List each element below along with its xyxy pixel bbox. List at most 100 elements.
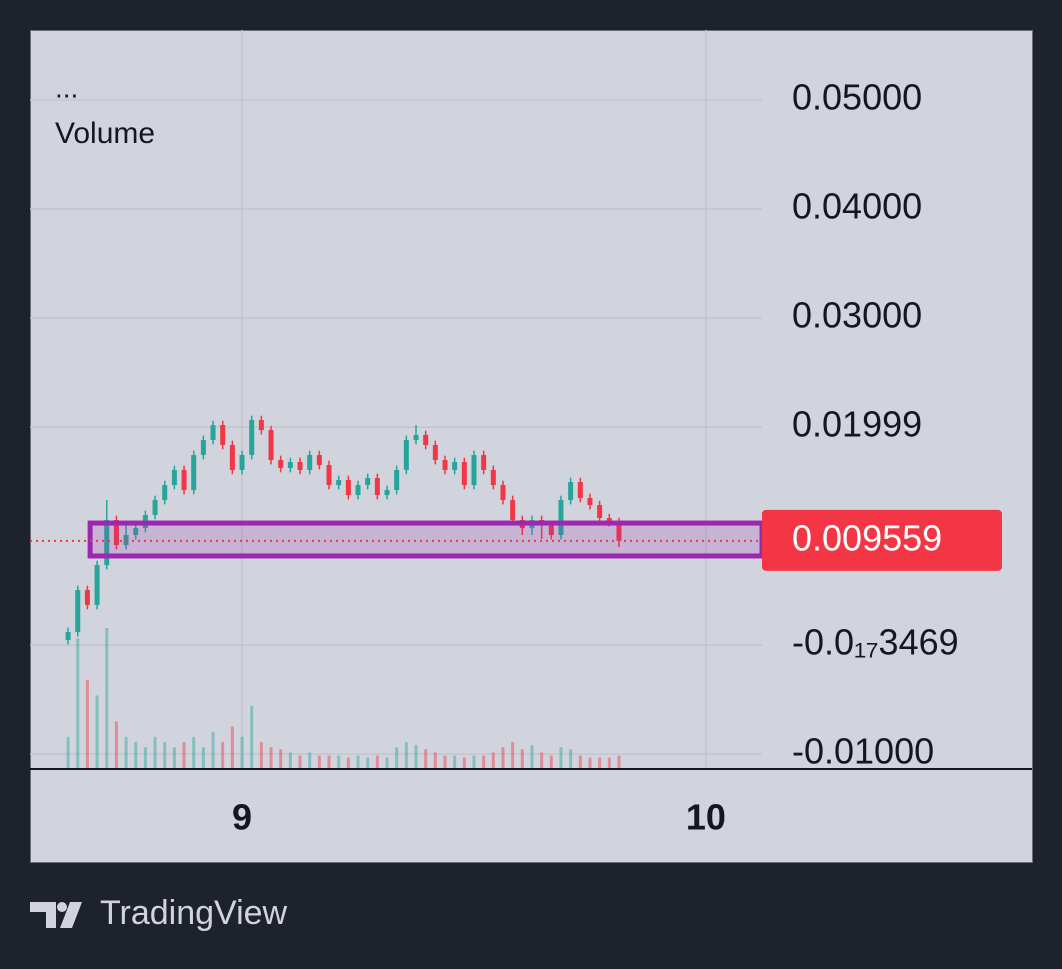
price-zone bbox=[87, 520, 765, 559]
candle-body bbox=[287, 462, 293, 469]
candle-body bbox=[84, 589, 90, 606]
volume-bar bbox=[153, 736, 157, 768]
volume-bar bbox=[346, 757, 350, 768]
last-price-badge bbox=[762, 509, 1002, 571]
volume-bar bbox=[617, 755, 621, 768]
legend-volume: Volume bbox=[55, 117, 155, 150]
volume-bar bbox=[414, 745, 418, 768]
x-tick-label: 9 bbox=[232, 797, 252, 838]
candle-body bbox=[481, 455, 487, 470]
candle-body bbox=[558, 500, 564, 536]
candle-body bbox=[191, 455, 197, 491]
candle-body bbox=[75, 589, 81, 633]
volume-bar bbox=[211, 731, 215, 768]
candle-body bbox=[616, 522, 622, 541]
candle-body bbox=[374, 478, 380, 496]
volume-bar bbox=[578, 755, 582, 768]
volume-bar bbox=[327, 755, 331, 768]
y-tick-label: -0.01000 bbox=[792, 731, 934, 772]
candle-body bbox=[394, 469, 400, 491]
volume-bar bbox=[105, 628, 109, 768]
y-tick-label: -0.0₁₇3469 bbox=[792, 622, 959, 663]
candle-body bbox=[316, 455, 322, 466]
volume-bar bbox=[549, 755, 553, 768]
volume-bar bbox=[134, 742, 138, 768]
x-tick-label: 10 bbox=[686, 797, 726, 838]
candle-body bbox=[181, 469, 187, 491]
volume-bar bbox=[259, 742, 263, 768]
chart-panel bbox=[30, 30, 1033, 863]
volume-bar bbox=[462, 757, 466, 768]
volume-bar bbox=[607, 757, 611, 768]
candle-body bbox=[606, 518, 612, 523]
volume-bar bbox=[66, 736, 70, 768]
candle-body bbox=[336, 479, 342, 486]
candle-body bbox=[345, 479, 351, 496]
legend-menu[interactable]: ... bbox=[55, 72, 78, 103]
y-tick-label: 0.03000 bbox=[792, 295, 922, 336]
candle-body bbox=[268, 430, 274, 461]
volume-bar bbox=[482, 755, 486, 768]
volume-bar bbox=[366, 757, 370, 768]
volume-bar bbox=[124, 736, 128, 768]
candle-body bbox=[568, 482, 574, 501]
candle-body bbox=[384, 490, 390, 496]
candle-body bbox=[490, 469, 496, 486]
volume-bar bbox=[269, 747, 273, 768]
candle-body bbox=[442, 460, 448, 470]
last-price-label: 0.009559 bbox=[792, 517, 942, 558]
candle-body bbox=[229, 445, 235, 470]
candle-body bbox=[239, 455, 245, 470]
volume-bar bbox=[288, 752, 292, 768]
volume-bar bbox=[201, 747, 205, 768]
candle-body bbox=[94, 565, 100, 606]
volume-bar bbox=[424, 749, 428, 768]
volume-bar bbox=[433, 752, 437, 768]
brand-name: TradingView bbox=[100, 894, 288, 932]
volume-bar bbox=[221, 742, 225, 768]
candle-body bbox=[152, 500, 158, 515]
candle-body bbox=[278, 460, 284, 469]
volume-bar bbox=[375, 755, 379, 768]
candle-body bbox=[548, 525, 554, 536]
volume-bar bbox=[501, 747, 505, 768]
volume-bar bbox=[511, 742, 515, 768]
candle-body bbox=[461, 462, 467, 486]
volume-bar bbox=[520, 749, 524, 768]
volume-bar bbox=[559, 747, 563, 768]
logo bbox=[30, 902, 82, 928]
candle-body bbox=[210, 425, 216, 440]
volume-bar bbox=[85, 679, 89, 768]
candle-body bbox=[423, 434, 429, 446]
volume-bar bbox=[337, 755, 341, 768]
volume-bar bbox=[95, 695, 99, 768]
candle-body bbox=[510, 500, 516, 521]
volume-bar bbox=[143, 747, 147, 768]
volume-bar bbox=[279, 749, 283, 768]
candle-body bbox=[258, 420, 264, 431]
candle-body bbox=[432, 445, 438, 461]
volume-bar bbox=[385, 757, 389, 768]
candle-body bbox=[365, 478, 371, 486]
candle-body bbox=[452, 462, 458, 470]
y-tick-label: 0.04000 bbox=[792, 186, 922, 227]
candle-body bbox=[133, 528, 139, 536]
volume-bar bbox=[114, 721, 118, 768]
candle-body bbox=[471, 455, 477, 486]
volume-bar bbox=[540, 752, 544, 768]
volume-bar bbox=[317, 755, 321, 768]
candle-body bbox=[113, 520, 119, 546]
volume-bar bbox=[230, 726, 234, 768]
candle-body bbox=[403, 439, 409, 470]
volume-bar bbox=[356, 755, 360, 768]
candle-body bbox=[500, 485, 506, 501]
candle-body bbox=[307, 455, 313, 470]
volume-bar bbox=[163, 742, 167, 768]
volume-bar bbox=[298, 755, 302, 768]
candle-body bbox=[587, 497, 593, 506]
volume-bar bbox=[472, 755, 476, 768]
candle-body bbox=[162, 485, 168, 501]
candle-body bbox=[597, 505, 603, 519]
